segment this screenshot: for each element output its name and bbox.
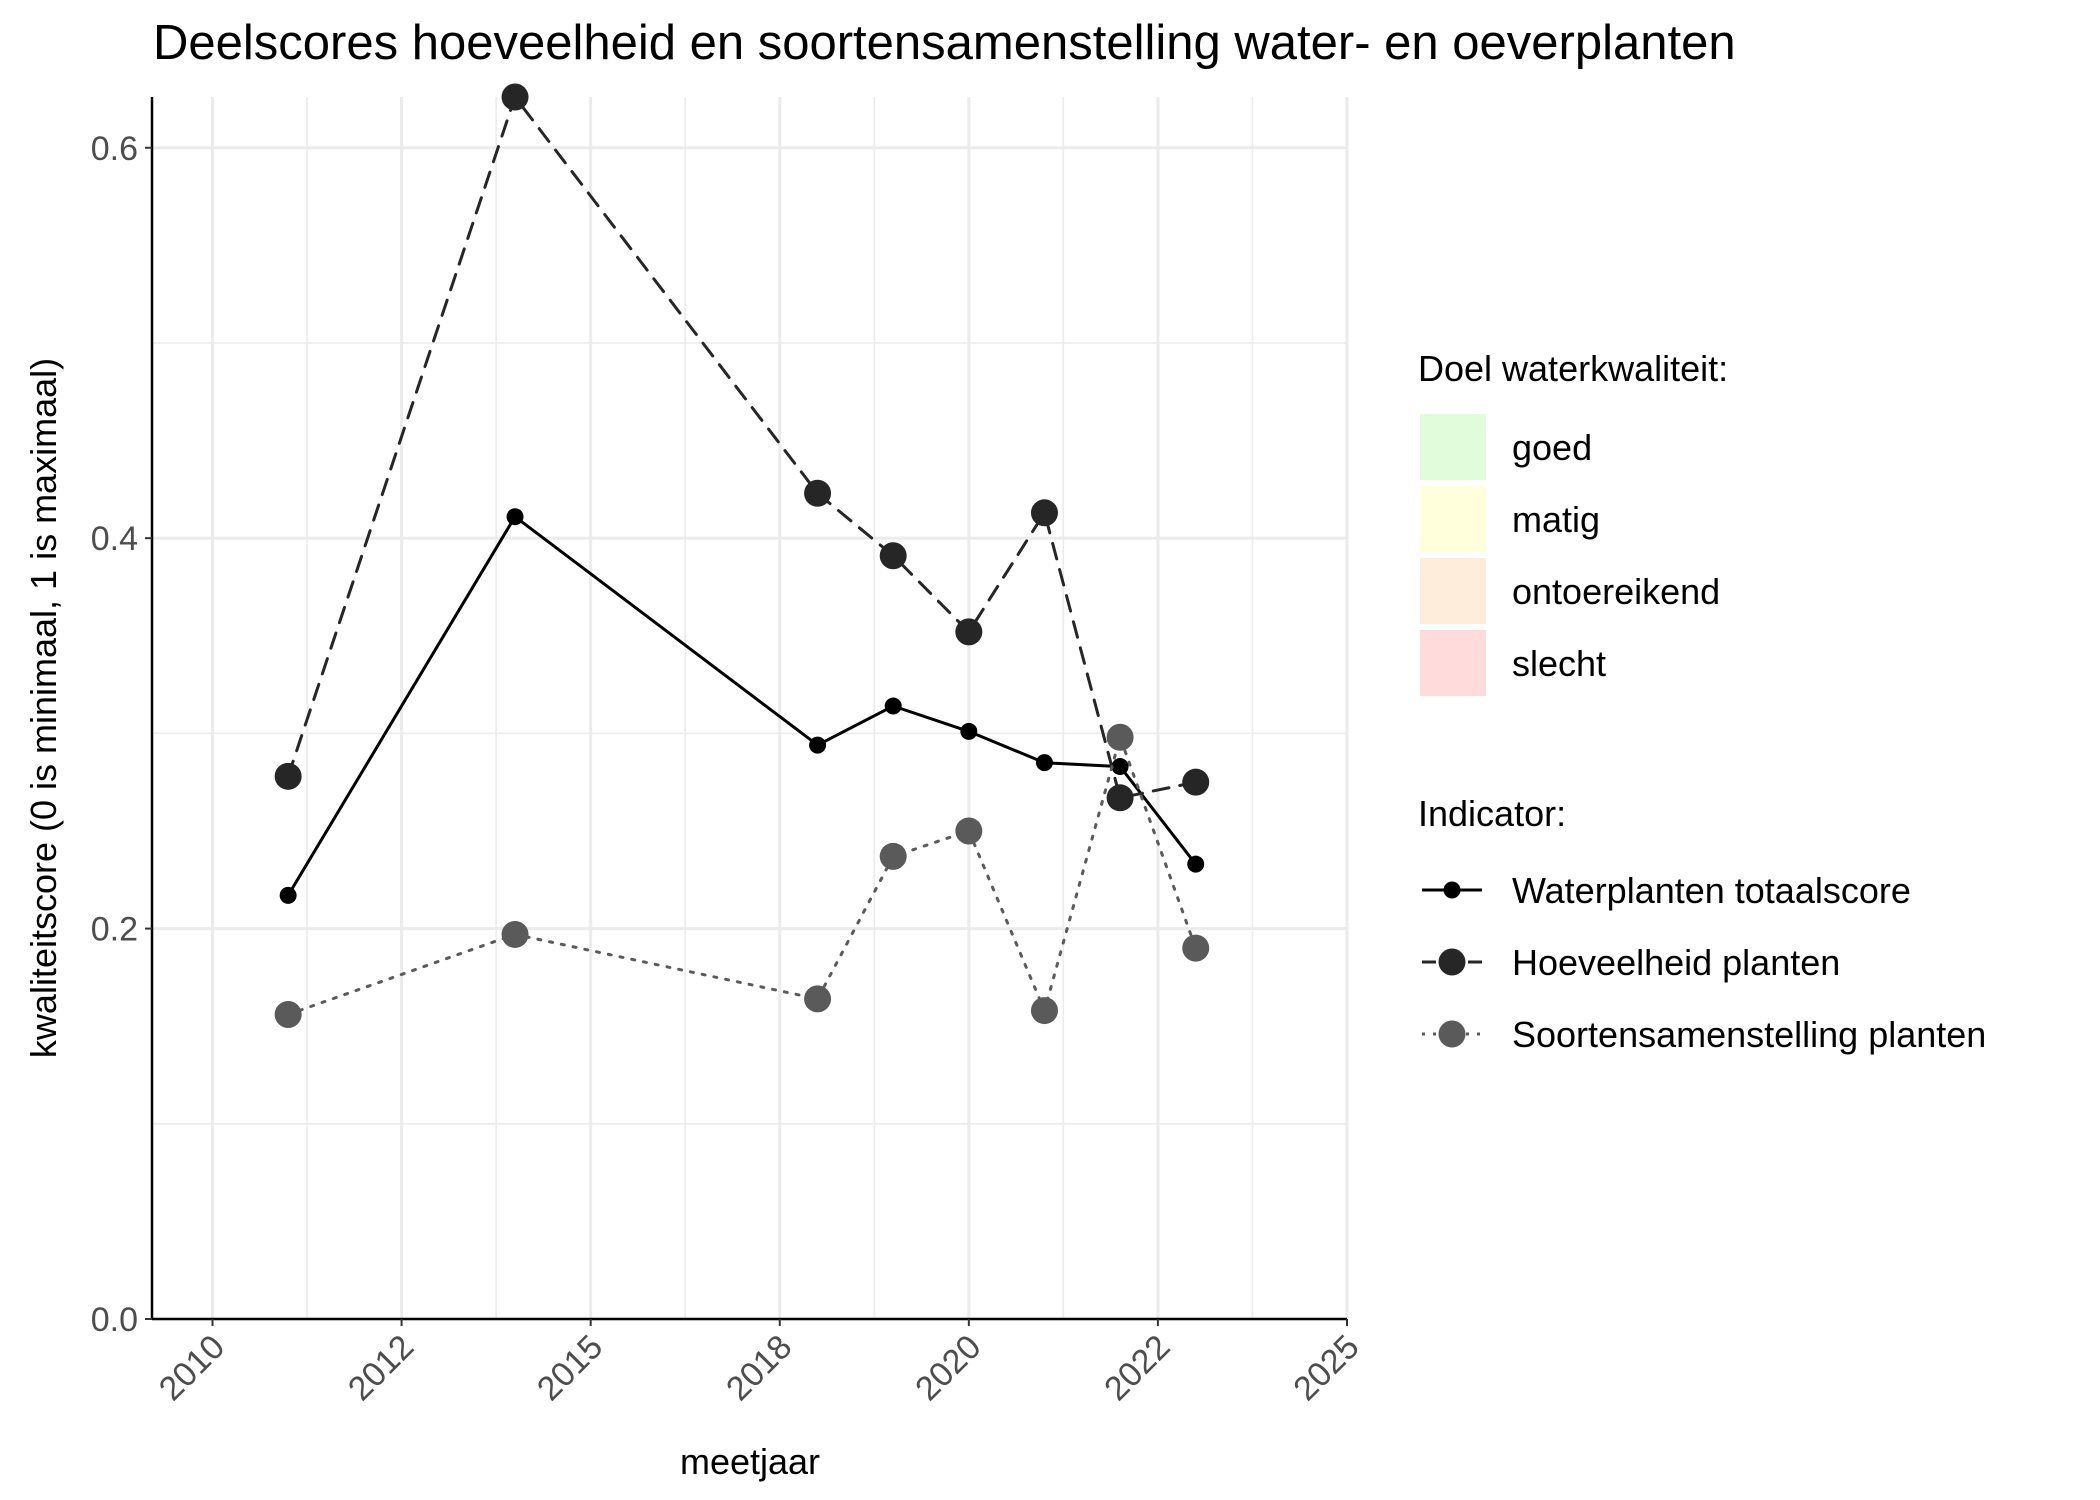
data-point — [804, 985, 832, 1013]
x-axis-title: meetjaar — [680, 1441, 820, 1482]
x-axis-ticks: 2010 2012 2015 2018 2020 2022 2025 — [152, 1319, 1367, 1408]
chart-title: Deelscores hoeveelheid en soortensamenst… — [153, 16, 1736, 70]
x-tick-label: 2015 — [530, 1328, 610, 1408]
indicator-legend: Waterplanten totaalscore Hoeveelheid plan… — [1422, 870, 1986, 1055]
target-legend-key — [1420, 414, 1486, 480]
indicator-legend-marker — [1438, 948, 1466, 976]
data-point — [955, 618, 983, 646]
indicator-legend-label: Soortensamenstelling planten — [1512, 1014, 1986, 1055]
target-legend-key — [1420, 630, 1486, 696]
series-3 — [274, 723, 1210, 1028]
data-point — [274, 1000, 302, 1028]
target-legend-title: Doel waterkwaliteit: — [1418, 348, 1728, 389]
data-point — [960, 722, 978, 740]
indicator-legend-marker — [1438, 1020, 1466, 1048]
y-axis-ticks: 0.0 0.2 0.4 0.6 — [91, 130, 152, 1339]
series-layer — [274, 83, 1210, 1028]
series-line — [286, 95, 1198, 800]
grid — [152, 97, 1349, 1321]
data-point — [1111, 758, 1129, 776]
data-point — [1030, 997, 1058, 1025]
y-tick-label: 0.4 — [91, 520, 138, 558]
data-point — [955, 817, 983, 845]
data-point — [1106, 784, 1134, 812]
y-tick-label: 0.6 — [91, 130, 138, 168]
data-point — [1106, 723, 1134, 751]
indicator-legend-marker — [1443, 881, 1461, 899]
x-tick-label: 2020 — [908, 1328, 988, 1408]
target-legend-label: matig — [1512, 499, 1600, 540]
data-point — [884, 697, 902, 715]
data-point — [1187, 855, 1205, 873]
data-point — [809, 736, 827, 754]
y-tick-label: 0.0 — [91, 1301, 138, 1339]
data-point — [1182, 768, 1210, 796]
target-legend-label: goed — [1512, 427, 1592, 468]
data-point — [879, 842, 907, 870]
data-point — [501, 920, 529, 948]
target-legend-key — [1420, 486, 1486, 552]
target-legend-label: ontoereikend — [1512, 571, 1720, 612]
indicator-legend-title: Indicator: — [1418, 793, 1566, 834]
series-2 — [274, 83, 1210, 812]
series-1 — [279, 508, 1205, 904]
data-point — [1182, 934, 1210, 962]
data-point — [279, 886, 297, 904]
x-tick-label: 2010 — [152, 1328, 232, 1408]
data-point — [501, 83, 529, 111]
data-point — [506, 508, 524, 526]
x-tick-label: 2012 — [341, 1328, 421, 1408]
data-point — [1030, 499, 1058, 527]
y-axis-title: kwaliteitscore (0 is minimaal, 1 is maxi… — [23, 358, 64, 1058]
y-tick-label: 0.2 — [91, 911, 138, 949]
indicator-legend-label: Waterplanten totaalscore — [1512, 870, 1911, 911]
x-tick-label: 2025 — [1286, 1328, 1366, 1408]
target-legend-key — [1420, 558, 1486, 624]
x-tick-label: 2022 — [1097, 1328, 1177, 1408]
x-tick-label: 2018 — [719, 1328, 799, 1408]
target-legend-label: slecht — [1512, 643, 1606, 684]
data-point — [1035, 754, 1053, 772]
data-point — [879, 542, 907, 570]
series-line — [286, 515, 1198, 897]
series-line — [286, 735, 1198, 1016]
data-point — [804, 479, 832, 507]
indicator-legend-label: Hoeveelheid planten — [1512, 942, 1840, 983]
data-point — [274, 762, 302, 790]
target-legend: goed matig ontoereikend slecht — [1420, 414, 1720, 696]
